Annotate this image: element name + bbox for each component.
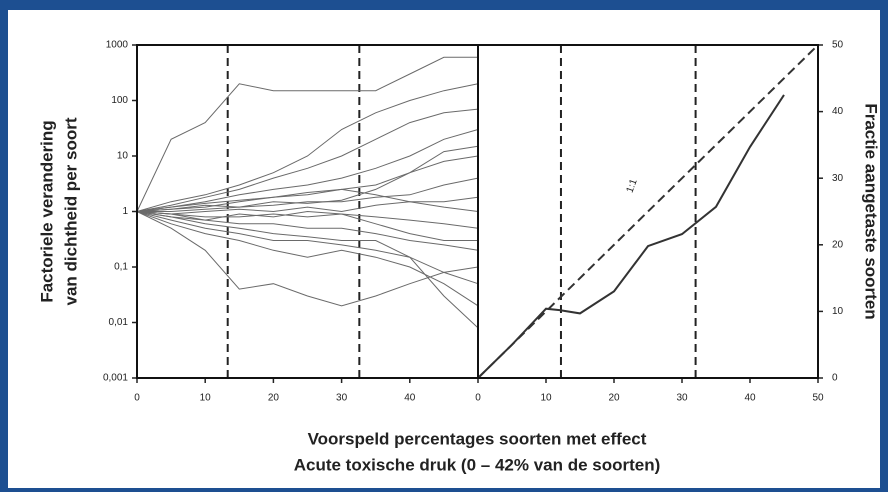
x-axis-label: Voorspeld percentages soorten met effect [308,429,647,448]
y-tick-label: 0 [832,373,838,384]
x-tick-label: 10 [540,393,552,404]
y-tick-label: 10 [832,306,844,317]
data-line [136,211,479,329]
y-tick-label: 40 [832,106,844,117]
x-tick-label: 40 [404,393,416,404]
plot-frame [477,44,819,379]
background [8,10,880,488]
x-tick-label: 40 [744,393,756,404]
x-tick-label: 30 [676,393,688,404]
x-axis-label: Acute toxische druk (0 – 42% van de soor… [294,455,661,474]
data-line [136,145,479,212]
x-tick-label: 0 [134,393,140,404]
y-tick-label: 0,001 [103,373,128,384]
y-tick-label: 100 [111,95,128,106]
data-line [136,211,479,285]
data-line [136,210,478,241]
y-axis-label: van dichtheid per soort [61,117,80,305]
data-line [136,56,478,212]
data-line [136,155,479,212]
data-line [477,44,819,379]
data-line [136,188,479,212]
data-line [477,94,785,379]
data-line [136,211,479,251]
x-tick-label: 50 [812,393,824,404]
y-tick-label: 20 [832,239,844,250]
data-line [136,196,479,215]
y-tick-label: 0,1 [114,262,128,273]
x-tick-label: 20 [608,393,620,404]
y-tick-label: 1000 [106,40,129,51]
y-tick-label: 50 [832,40,844,51]
y-tick-label: 0,01 [109,317,129,328]
x-tick-label: 10 [200,393,212,404]
data-line [136,108,479,212]
x-tick-label: 20 [268,393,280,404]
x-tick-label: 0 [475,393,481,404]
data-line [136,83,479,212]
y-tick-label: 1 [122,206,128,217]
y-axis-label: Factoriele verandering [37,120,56,302]
data-line [137,177,479,212]
y-tick-label: 10 [117,151,129,162]
annotation: 1:1 [625,177,640,194]
data-line [136,211,479,307]
data-line [136,211,479,307]
data-line [136,211,479,229]
data-line [136,129,479,212]
y-axis-label: Fractie aangetaste soorten [862,103,881,319]
y-tick-label: 30 [832,173,844,184]
x-tick-label: 30 [336,393,348,404]
